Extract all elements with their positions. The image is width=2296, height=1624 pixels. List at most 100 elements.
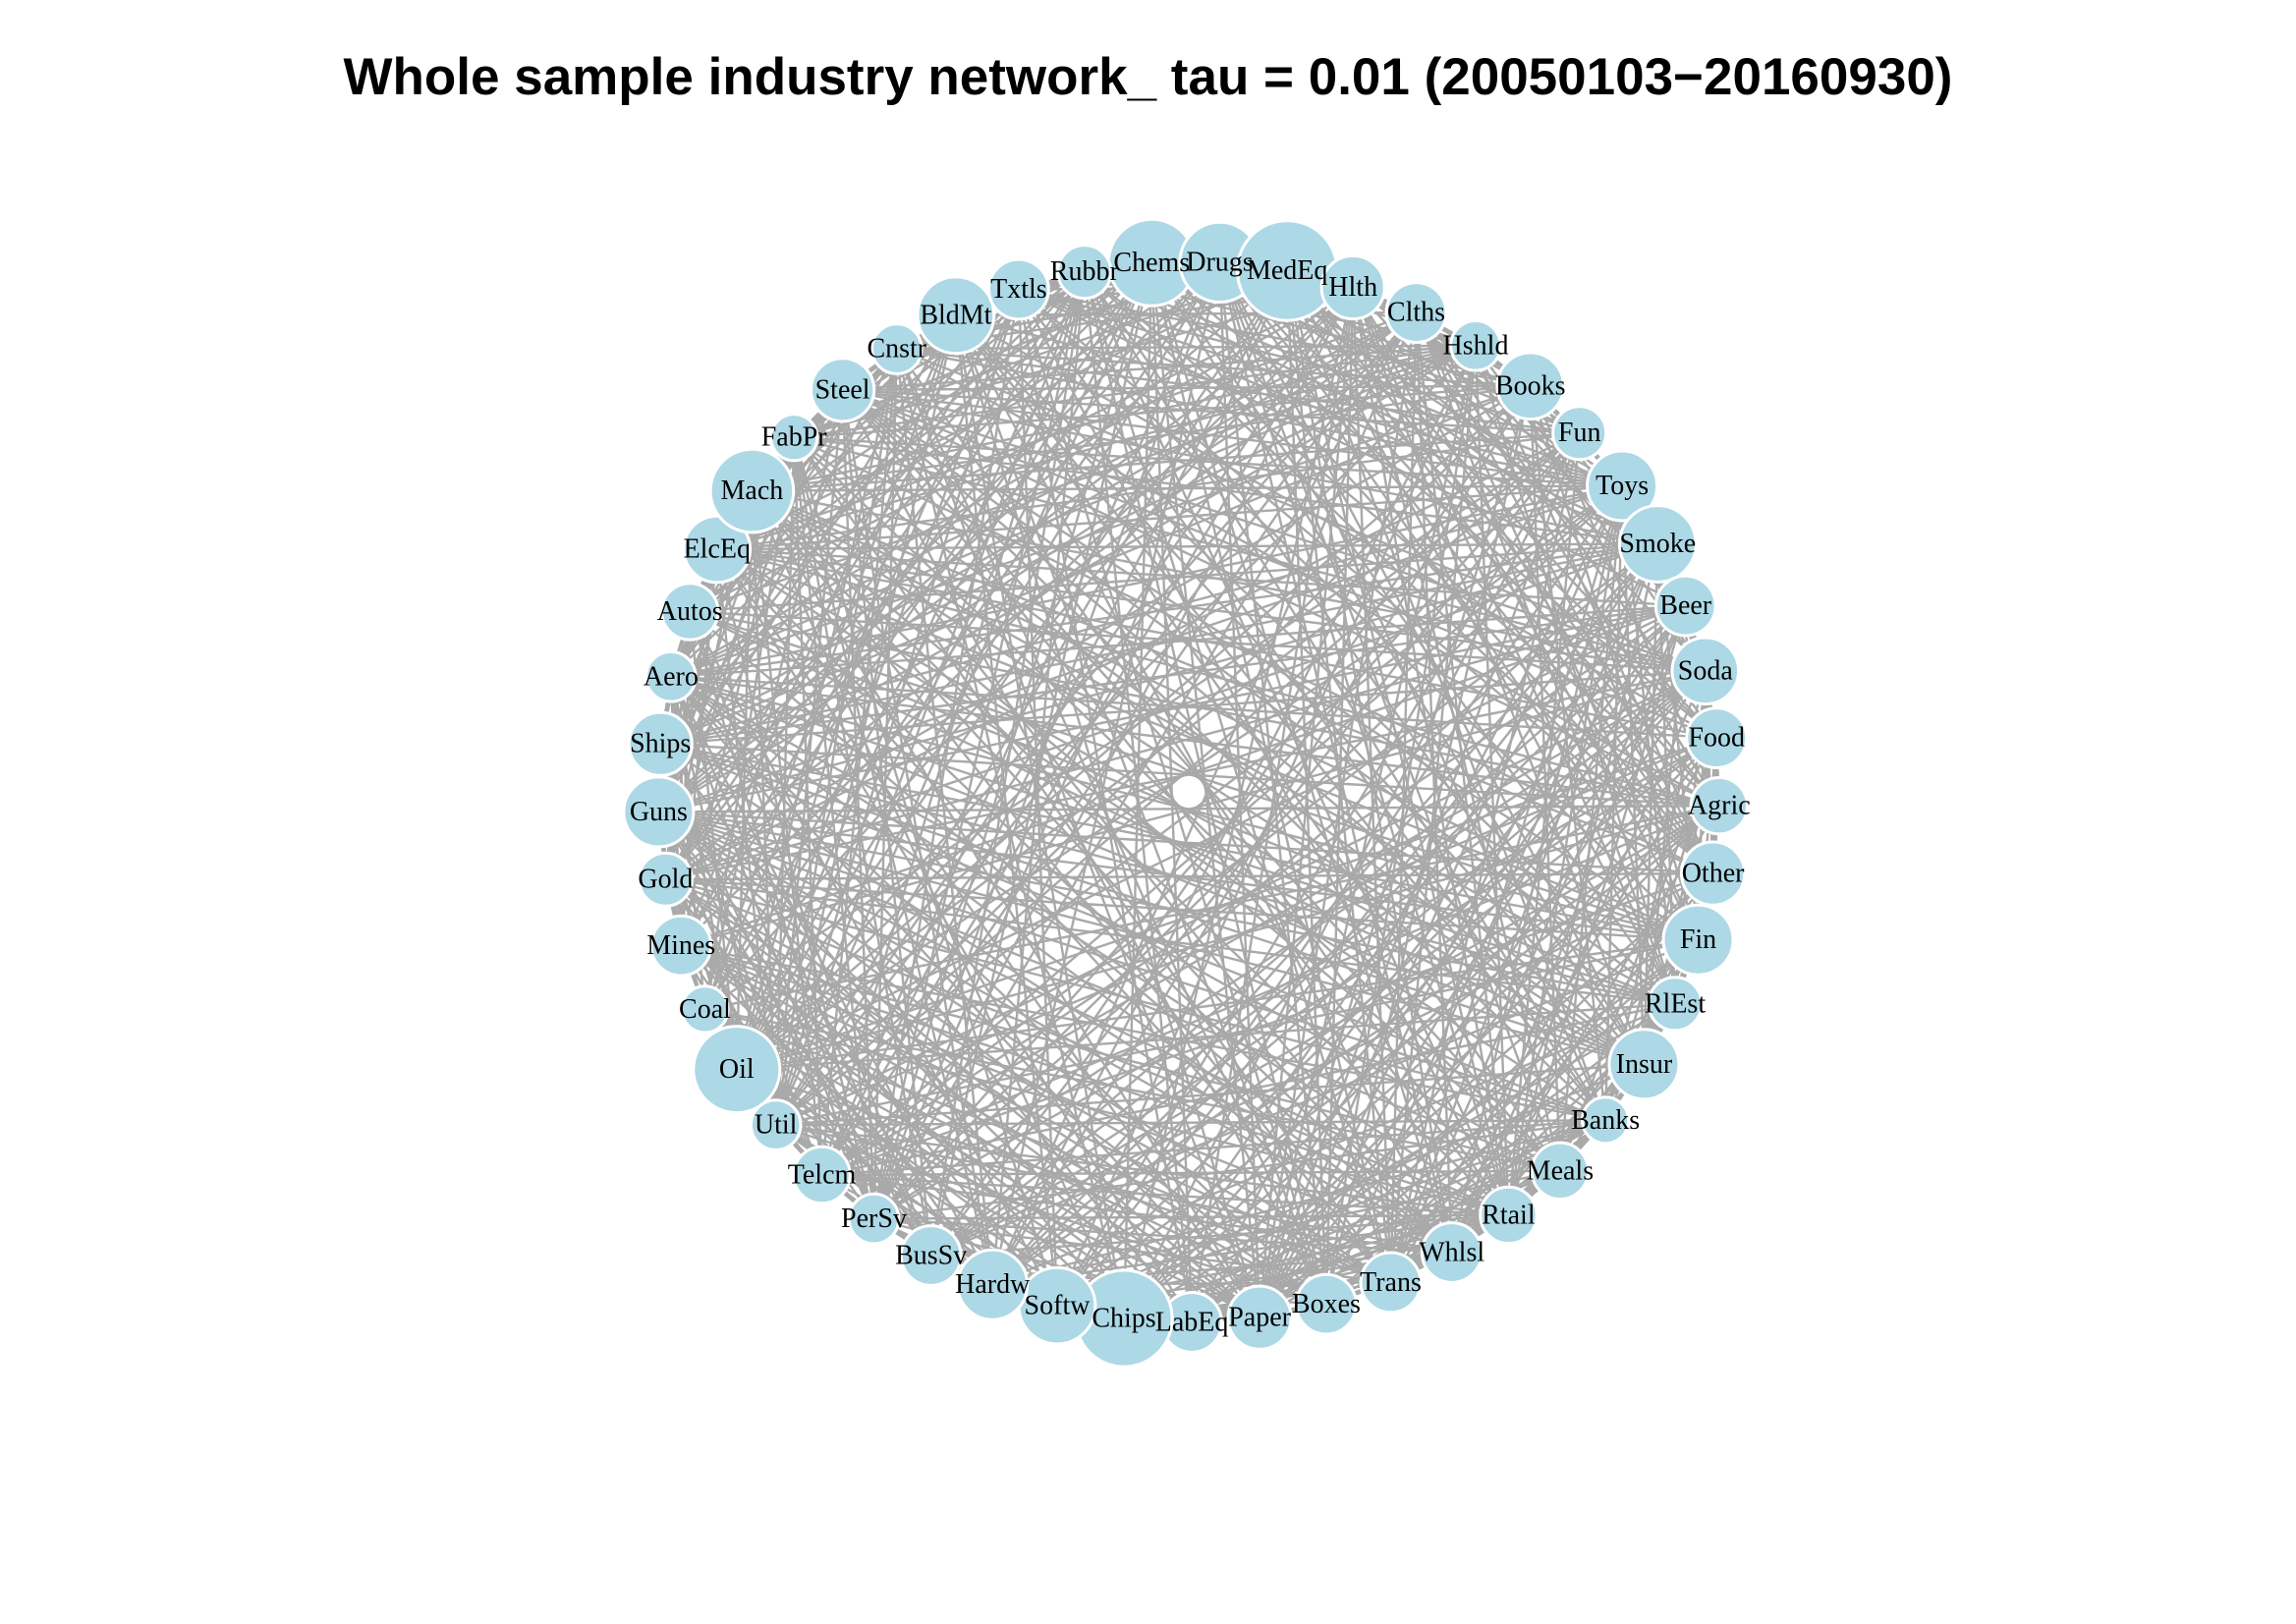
node-elceq <box>682 514 753 585</box>
edge <box>1083 271 1328 1305</box>
node-label-clths: Clths <box>1387 298 1445 328</box>
edge <box>955 313 1623 487</box>
node-fin <box>1661 903 1735 977</box>
edge <box>659 743 1606 1122</box>
node-hardw <box>956 1248 1030 1321</box>
edge <box>1507 485 1624 1216</box>
node-fun <box>1551 405 1608 462</box>
edge <box>1017 288 1607 1121</box>
node-books <box>1495 351 1565 421</box>
edge <box>955 313 1717 740</box>
edge <box>1352 286 1707 672</box>
edge <box>670 675 1260 1319</box>
edge <box>842 388 1658 545</box>
edge <box>842 388 1720 808</box>
edge <box>657 811 1392 1284</box>
edge <box>1191 872 1714 1323</box>
edge <box>1018 288 1700 941</box>
edge <box>670 344 1477 678</box>
node-bussv <box>899 1224 963 1287</box>
node-label-cnstr: Cnstr <box>867 334 926 364</box>
edge <box>751 489 1714 875</box>
edge <box>752 484 1623 492</box>
edge <box>821 1002 1676 1177</box>
edge <box>954 314 1328 1306</box>
edge <box>991 271 1086 1285</box>
edge <box>1324 287 1355 1305</box>
edge <box>680 944 1058 1307</box>
node-label-insur: Insur <box>1616 1049 1673 1080</box>
node-label-rubbr: Rubbr <box>1050 256 1120 287</box>
edge <box>896 347 1623 487</box>
edge <box>896 347 1707 672</box>
edge <box>1286 269 1714 874</box>
edge <box>704 1008 1391 1284</box>
edge <box>1084 270 1658 545</box>
edge <box>930 938 1699 1258</box>
edge <box>657 811 1260 1319</box>
edge <box>820 348 898 1176</box>
edge <box>774 348 898 1126</box>
edge <box>735 311 1418 1071</box>
node-label-mines: Mines <box>646 930 715 961</box>
edge <box>716 547 1717 740</box>
edge <box>820 271 1086 1176</box>
edge <box>716 431 1580 551</box>
edge <box>1083 271 1510 1216</box>
node-agric <box>1689 776 1750 836</box>
edge <box>716 310 1417 551</box>
edge <box>670 270 1086 678</box>
edge <box>689 610 1059 1307</box>
edge <box>1084 270 1623 487</box>
node-ships <box>627 710 694 777</box>
edge <box>991 604 1687 1286</box>
edge <box>774 389 844 1126</box>
node-label-coal: Coal <box>679 994 731 1025</box>
edge <box>1056 805 1720 1308</box>
node-label-persv: PerSv <box>841 1204 907 1234</box>
edge <box>680 944 1327 1306</box>
edge <box>872 349 898 1219</box>
edge <box>736 1068 1391 1284</box>
node-label-softw: Softw <box>1025 1291 1092 1321</box>
node-label-hlth: Hlth <box>1328 272 1377 303</box>
edge <box>670 675 1453 1254</box>
edge <box>659 270 1086 746</box>
node-label-paper: Paper <box>1228 1303 1291 1333</box>
edge <box>715 548 1392 1284</box>
edge <box>1218 261 1718 739</box>
edge <box>929 271 1086 1257</box>
edge <box>954 314 1059 1307</box>
node-label-oil: Oil <box>719 1054 755 1085</box>
edge <box>1083 270 1646 1065</box>
node-label-toys: Toys <box>1596 471 1649 501</box>
edge <box>1352 286 1700 941</box>
edge <box>658 811 1645 1066</box>
node-label-chips: Chips <box>1092 1304 1155 1334</box>
node-mach <box>708 447 796 534</box>
edge <box>872 271 1086 1219</box>
node-label-fabpr: FabPr <box>761 422 828 453</box>
edge <box>1474 345 1677 1005</box>
edge <box>664 878 1327 1306</box>
edge <box>664 878 1392 1284</box>
edge <box>1017 289 1194 1323</box>
node-label-telcm: Telcm <box>788 1160 857 1191</box>
node-label-food: Food <box>1688 723 1745 754</box>
node-oil <box>692 1025 782 1115</box>
edge <box>752 384 1531 492</box>
edge <box>1084 270 1720 808</box>
edge <box>689 611 738 1070</box>
edge <box>703 314 958 1010</box>
edge <box>690 610 1706 672</box>
edge <box>657 314 957 813</box>
edge <box>735 289 1021 1071</box>
node-label-steel: Steel <box>815 374 870 405</box>
edge <box>774 271 1086 1126</box>
edge <box>1083 270 1714 874</box>
edge <box>751 489 1261 1318</box>
edge <box>659 743 1125 1319</box>
node-toys <box>1586 449 1659 523</box>
edge <box>657 811 1193 1323</box>
